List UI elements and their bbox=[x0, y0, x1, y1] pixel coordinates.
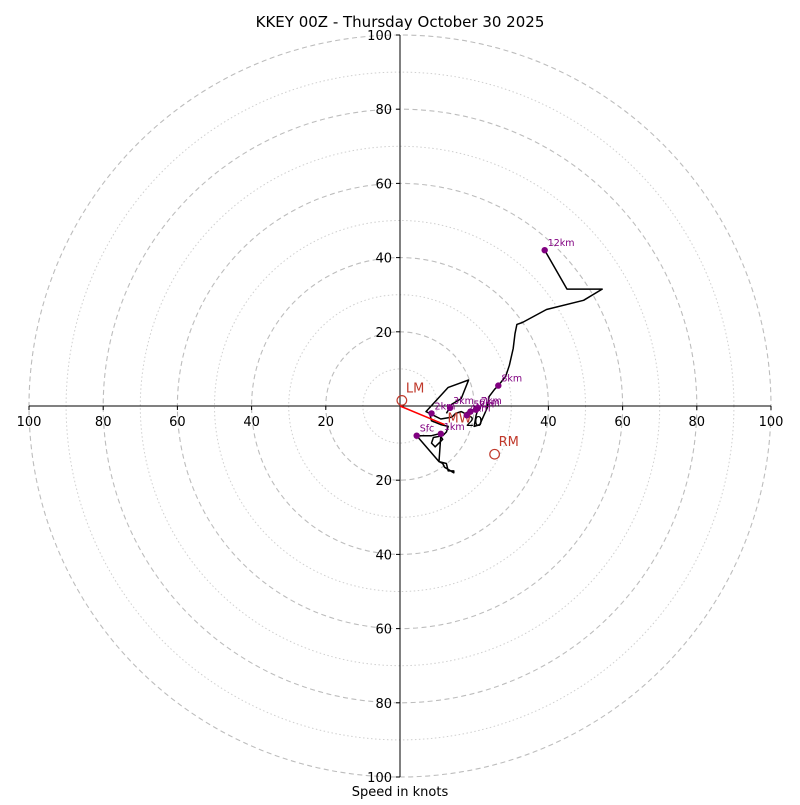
storm-motion-rm bbox=[489, 448, 501, 460]
y-tick-label: 20 bbox=[375, 474, 392, 489]
height-marker-8km bbox=[495, 382, 502, 389]
x-axis-label: Speed in knots bbox=[352, 785, 449, 800]
height-marker-Sfc bbox=[413, 432, 420, 439]
height-label-1km: 1km bbox=[444, 422, 465, 433]
height-label-2km: 2km bbox=[435, 401, 456, 412]
height-marker-3km bbox=[446, 404, 454, 412]
axes: 100 100 100 100 80 80 80 80 60 60 60 60 40 40 40 40 20 20… bbox=[17, 29, 784, 786]
y-tick-label: 60 bbox=[375, 623, 392, 638]
height-marker-12km bbox=[541, 246, 548, 254]
y-tick-label: 60 bbox=[375, 177, 392, 192]
wind-trace-main bbox=[416, 249, 603, 448]
y-tick-label: 100 bbox=[367, 29, 392, 44]
height-label-3km: 3km bbox=[453, 396, 474, 407]
y-tick-label: 40 bbox=[375, 548, 392, 563]
y-tick-label: 20 bbox=[375, 326, 392, 341]
height-markers: Sfc1km2km3km4km5km6km7km8km12km bbox=[413, 238, 575, 439]
height-label-6km: 6km bbox=[479, 398, 500, 409]
height-label-Sfc: Sfc bbox=[420, 424, 435, 435]
x-tick-label: 100 bbox=[759, 415, 784, 430]
y-tick-label: 80 bbox=[375, 103, 392, 118]
height-marker-5km bbox=[467, 408, 474, 415]
x-tick-label: 40 bbox=[540, 415, 557, 430]
x-tick-label: 60 bbox=[169, 415, 186, 430]
height-label-12km: 12km bbox=[548, 238, 575, 249]
x-tick-label: 20 bbox=[318, 415, 335, 430]
storm-motion: LM RM bbox=[396, 381, 519, 460]
y-tick-label: 40 bbox=[375, 252, 392, 267]
height-label-8km: 8km bbox=[501, 374, 522, 385]
height-label-5km: 5km bbox=[473, 400, 494, 411]
x-tick-label: 60 bbox=[614, 415, 631, 430]
storm-motion-label-lm: LM bbox=[406, 381, 424, 396]
y-tick-label: 80 bbox=[375, 697, 392, 712]
height-marker-1km bbox=[437, 430, 445, 438]
x-tick-label: 80 bbox=[95, 415, 112, 430]
y-tick-label: 100 bbox=[367, 771, 392, 786]
height-marker-2km bbox=[428, 410, 435, 417]
x-tick-label: 80 bbox=[689, 415, 706, 430]
x-tick-label: 40 bbox=[243, 415, 260, 430]
mean-wind-vector bbox=[399, 405, 445, 426]
storm-motion-label-rm: RM bbox=[499, 435, 519, 450]
x-tick-label: 100 bbox=[17, 415, 42, 430]
chart-title: KKEY 00Z - Thursday October 30 2025 bbox=[256, 13, 545, 31]
wind-trace-lower bbox=[416, 435, 455, 474]
height-label-7km: 7km bbox=[481, 396, 502, 407]
height-marker-7km bbox=[474, 404, 482, 412]
storm-motion-lm bbox=[396, 395, 408, 406]
